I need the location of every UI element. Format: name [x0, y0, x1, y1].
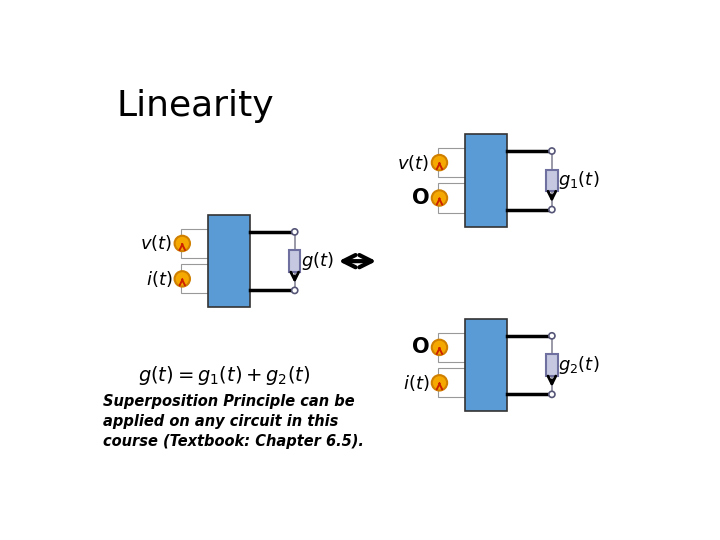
Circle shape: [432, 155, 447, 170]
Bar: [438, 184, 465, 213]
Bar: [465, 134, 507, 226]
Text: $i(t)$: $i(t)$: [145, 269, 172, 289]
Bar: [289, 251, 300, 272]
Bar: [546, 170, 558, 191]
Circle shape: [174, 236, 190, 251]
Bar: [438, 333, 465, 362]
Bar: [546, 354, 558, 376]
Text: $g(t)=g_1(t)+g_2(t)$: $g(t)=g_1(t)+g_2(t)$: [138, 363, 310, 387]
Circle shape: [292, 229, 298, 235]
Text: $g_1(t)$: $g_1(t)$: [558, 170, 600, 191]
Circle shape: [432, 375, 447, 390]
Circle shape: [549, 148, 555, 154]
Circle shape: [549, 206, 555, 213]
Text: $v(t)$: $v(t)$: [140, 233, 172, 253]
Bar: [181, 264, 207, 294]
Text: O: O: [412, 188, 429, 208]
Circle shape: [432, 340, 447, 355]
Text: O: O: [412, 338, 429, 357]
Circle shape: [549, 333, 555, 339]
Text: $v(t)$: $v(t)$: [397, 153, 429, 173]
Bar: [465, 319, 507, 411]
Text: $i(t)$: $i(t)$: [403, 373, 429, 393]
Bar: [438, 148, 465, 177]
Circle shape: [432, 190, 447, 206]
Circle shape: [292, 287, 298, 294]
Text: $g(t)$: $g(t)$: [301, 250, 334, 272]
Text: $g_2(t)$: $g_2(t)$: [558, 354, 600, 376]
Bar: [438, 368, 465, 397]
Bar: [181, 229, 207, 258]
Bar: [207, 215, 250, 307]
Text: Linearity: Linearity: [117, 90, 274, 124]
Circle shape: [549, 392, 555, 397]
Circle shape: [174, 271, 190, 287]
Text: Superposition Principle can be
applied on any circuit in this
course (Textbook: : Superposition Principle can be applied o…: [102, 394, 364, 449]
